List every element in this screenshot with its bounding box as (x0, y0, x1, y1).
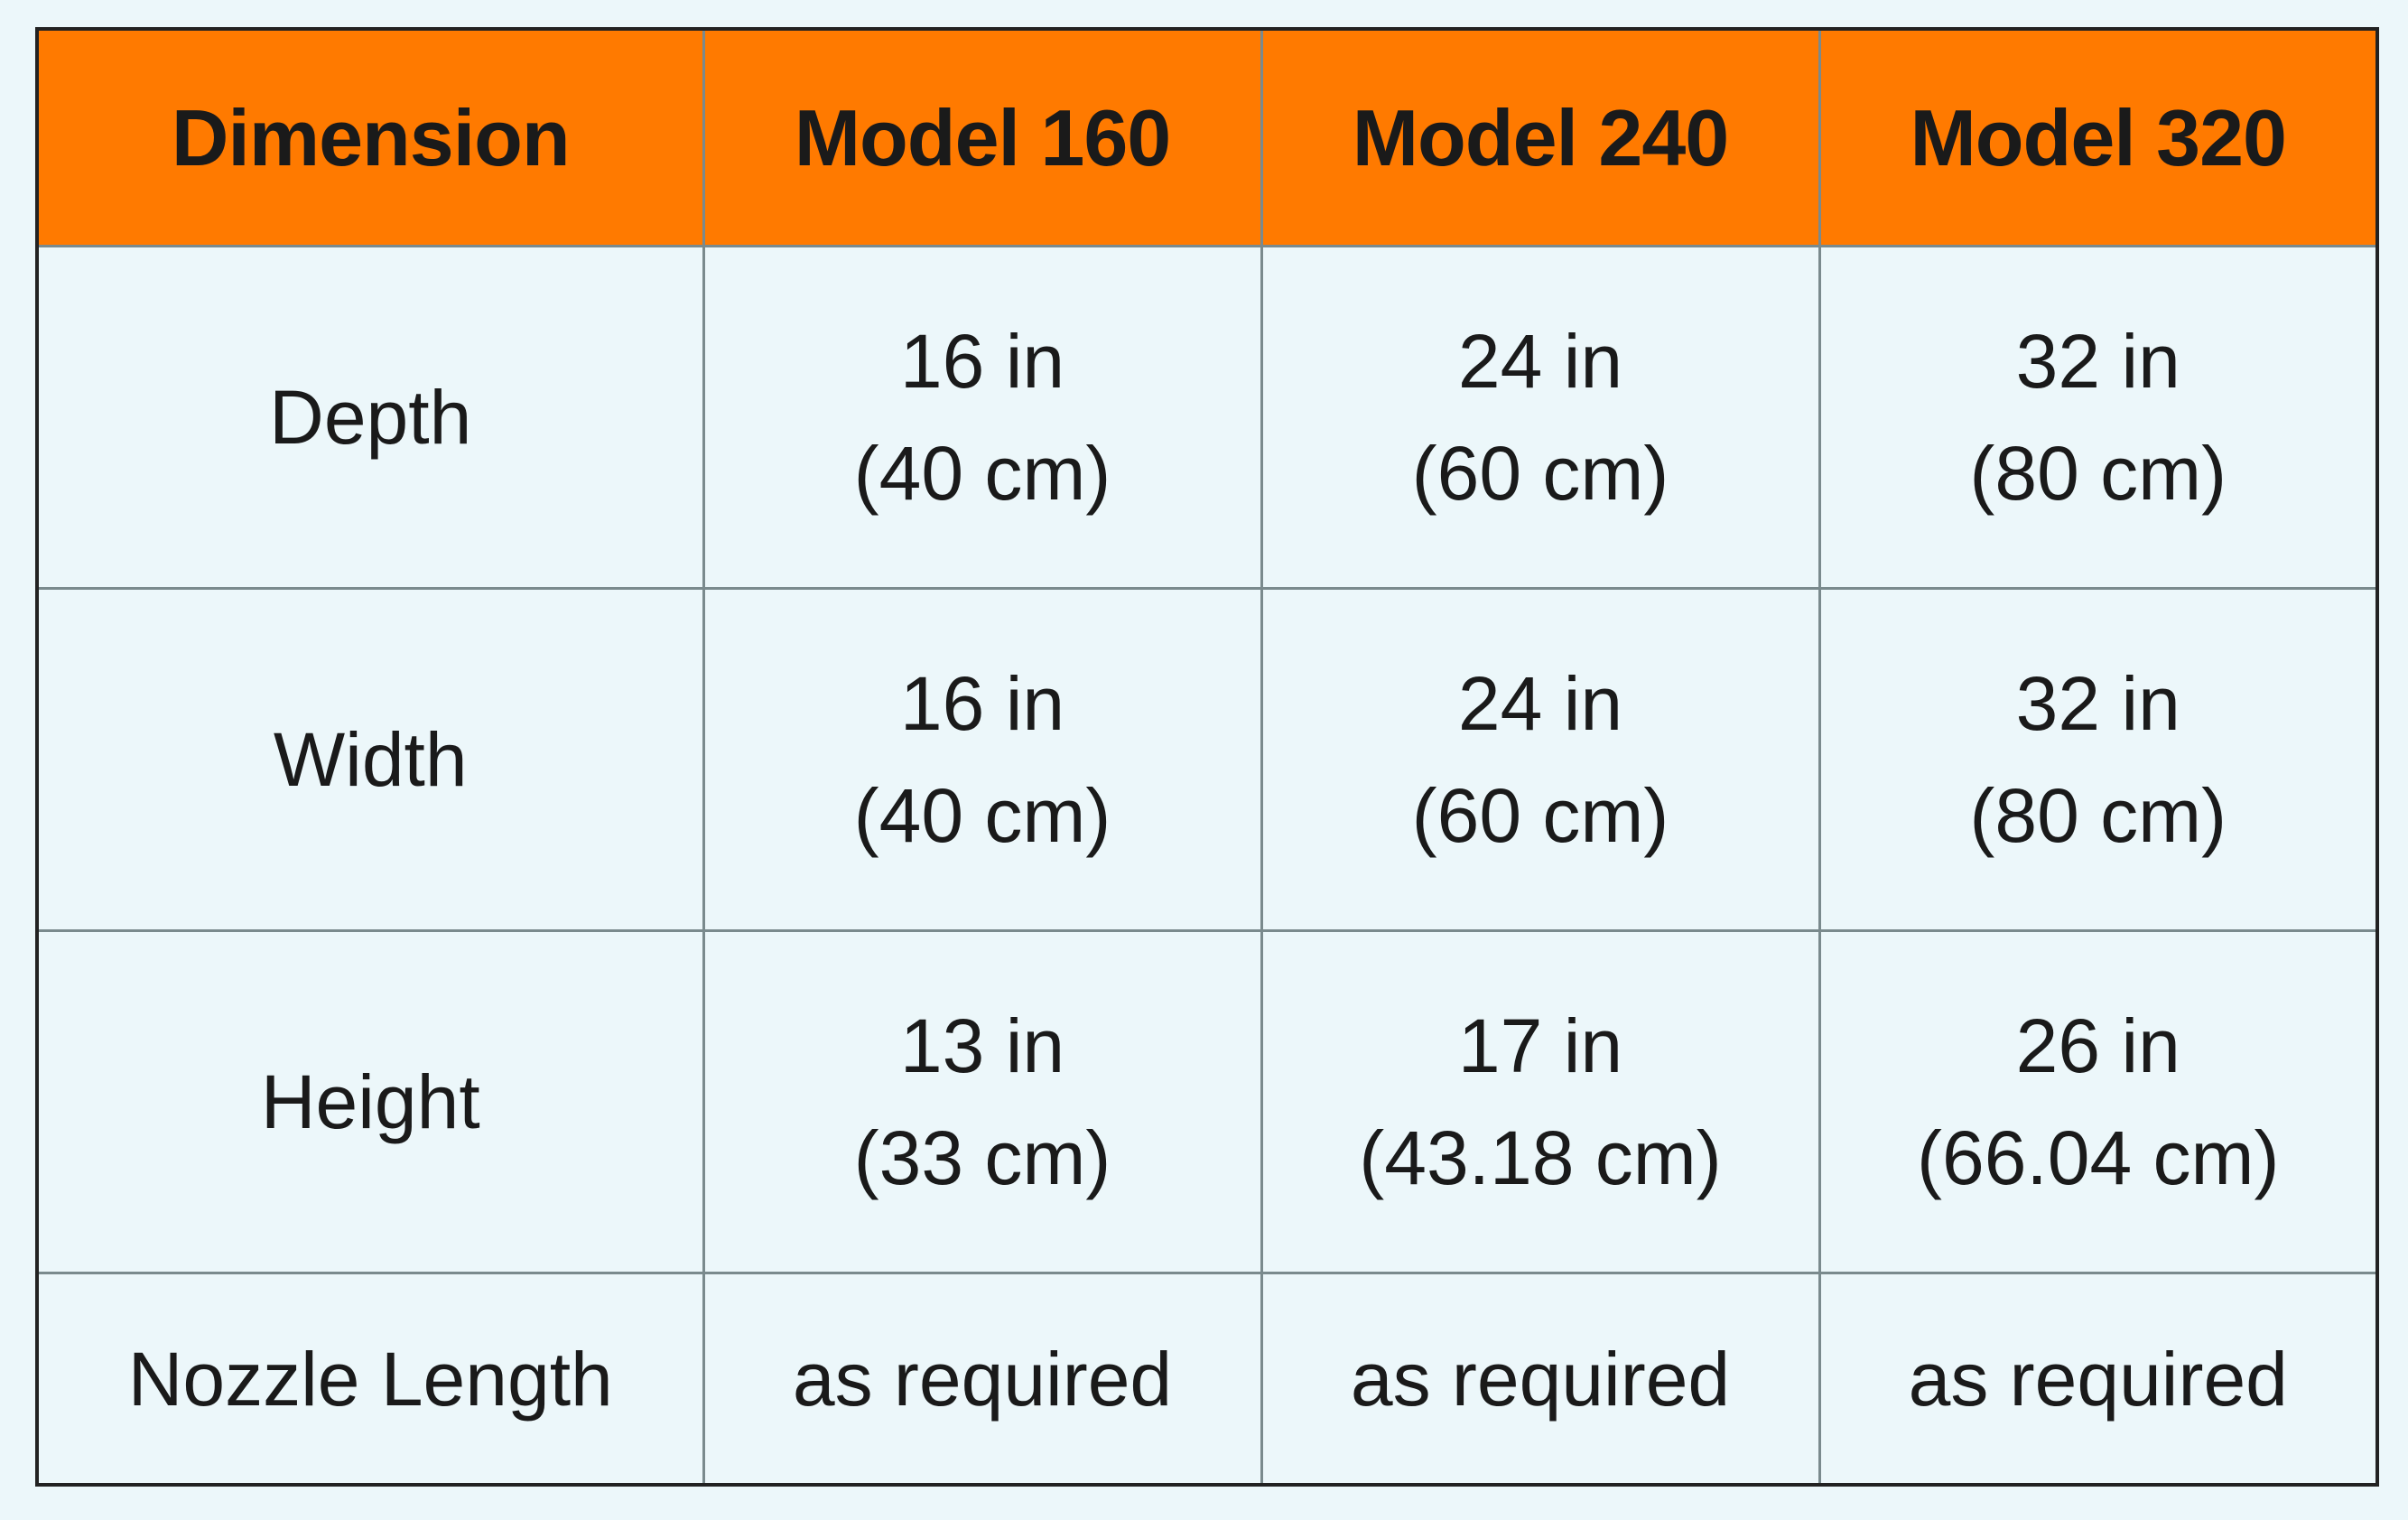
table-row-height: Height 13 in (33 cm) 17 in (43.18 cm) 26… (35, 929, 2379, 1274)
table-cell: 32 in (80 cm) (1818, 245, 2379, 590)
cell-imperial: 13 in (899, 1003, 1065, 1088)
cell-metric: (33 cm) (853, 1115, 1111, 1200)
table-cell: 24 in (60 cm) (1260, 245, 1821, 590)
table-row-nozzle-length: Nozzle Length as required as required as… (35, 1272, 2379, 1487)
table-cell: as required (1818, 1272, 2379, 1487)
table-cell: 16 in (40 cm) (702, 587, 1263, 932)
row-label-depth: Depth (35, 245, 705, 590)
row-label-height: Height (35, 929, 705, 1274)
cell-imperial: 32 in (2015, 661, 2180, 746)
cell-metric: (80 cm) (1969, 431, 2227, 516)
cell-metric: (43.18 cm) (1359, 1115, 1722, 1200)
table-cell: 13 in (33 cm) (702, 929, 1263, 1274)
header-model-240: Model 240 (1260, 27, 1821, 247)
header-dimension: Dimension (35, 27, 705, 247)
table-cell: 24 in (60 cm) (1260, 587, 1821, 932)
table-row-width: Width 16 in (40 cm) 24 in (60 cm) 32 in … (35, 587, 2379, 932)
row-label-nozzle-length: Nozzle Length (35, 1272, 705, 1487)
header-model-320: Model 320 (1818, 27, 2379, 247)
table-cell: 26 in (66.04 cm) (1818, 929, 2379, 1274)
table-row-depth: Depth 16 in (40 cm) 24 in (60 cm) 32 in … (35, 245, 2379, 590)
dimensions-table: Dimension Model 160 Model 240 Model 320 … (35, 27, 2379, 1487)
cell-metric: (80 cm) (1969, 773, 2227, 858)
cell-imperial: 24 in (1457, 661, 1623, 746)
header-model-160: Model 160 (702, 27, 1263, 247)
cell-imperial: 17 in (1457, 1003, 1623, 1088)
cell-imperial: 24 in (1457, 319, 1623, 404)
table-cell: 16 in (40 cm) (702, 245, 1263, 590)
cell-imperial: 16 in (899, 661, 1065, 746)
table-cell: 17 in (43.18 cm) (1260, 929, 1821, 1274)
cell-metric: (40 cm) (853, 773, 1111, 858)
cell-metric: (66.04 cm) (1917, 1115, 2280, 1200)
table-cell: as required (1260, 1272, 1821, 1487)
row-label-width: Width (35, 587, 705, 932)
cell-metric: (60 cm) (1411, 773, 1669, 858)
table-cell: as required (702, 1272, 1263, 1487)
cell-metric: (60 cm) (1411, 431, 1669, 516)
dimensions-table-container: Dimension Model 160 Model 240 Model 320 … (35, 27, 2379, 1487)
cell-imperial: 16 in (899, 319, 1065, 404)
cell-imperial: 32 in (2015, 319, 2180, 404)
table-header-row: Dimension Model 160 Model 240 Model 320 (35, 27, 2379, 247)
table-cell: 32 in (80 cm) (1818, 587, 2379, 932)
cell-imperial: 26 in (2015, 1003, 2180, 1088)
cell-metric: (40 cm) (853, 431, 1111, 516)
